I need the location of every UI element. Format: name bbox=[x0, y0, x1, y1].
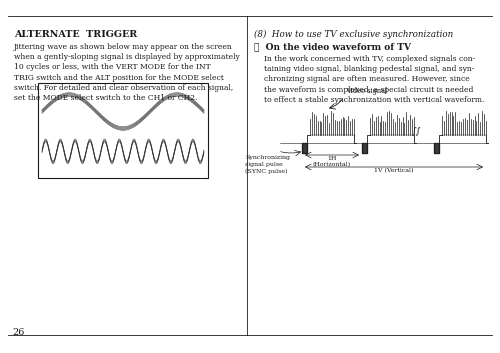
Text: Synchronizing
signal pulse
(SYNC pulse): Synchronizing signal pulse (SYNC pulse) bbox=[245, 155, 290, 174]
Text: the waveform is complexed, a special circuit is needed: the waveform is complexed, a special cir… bbox=[264, 85, 474, 94]
Text: chronizing signal are often measured. However, since: chronizing signal are often measured. Ho… bbox=[264, 76, 470, 83]
Text: 1V (Vertical): 1V (Vertical) bbox=[374, 168, 414, 173]
Text: ∫∫: ∫∫ bbox=[412, 127, 422, 136]
Text: switch. For detailed and clear observation of each signal,: switch. For detailed and clear observati… bbox=[14, 84, 233, 92]
Text: set the MODE select switch to the CH1 or CH2.: set the MODE select switch to the CH1 or… bbox=[14, 94, 198, 102]
Text: (8)  How to use TV exclusive synchronization: (8) How to use TV exclusive synchronizat… bbox=[254, 30, 453, 39]
Text: taining video signal, blanking pedestal signal, and syn-: taining video signal, blanking pedestal … bbox=[264, 65, 474, 73]
Text: 26: 26 bbox=[12, 328, 24, 337]
Text: Jittering wave as shown below may appear on the screen: Jittering wave as shown below may appear… bbox=[14, 43, 233, 51]
Text: 10 cycles or less, with the VERT MODE for the INT: 10 cycles or less, with the VERT MODE fo… bbox=[14, 64, 211, 71]
Text: ALTERNATE  TRIGGER: ALTERNATE TRIGGER bbox=[14, 30, 137, 39]
Text: In the work concerned with TV, complexed signals con-: In the work concerned with TV, complexed… bbox=[264, 55, 475, 63]
Text: Video signal: Video signal bbox=[346, 87, 387, 95]
Text: TRIG switch and the ALT position for the MODE select: TRIG switch and the ALT position for the… bbox=[14, 73, 224, 82]
Bar bbox=[38, 83, 208, 178]
Text: when a gently-sloping signal is displayed by approximately: when a gently-sloping signal is displaye… bbox=[14, 53, 240, 61]
Text: 1H
(Horizontal): 1H (Horizontal) bbox=[313, 156, 351, 167]
Text: to effect a stable synchronization with vertical waveform.: to effect a stable synchronization with … bbox=[264, 96, 484, 104]
Text: ①  On the video waveform of TV: ① On the video waveform of TV bbox=[254, 42, 411, 51]
